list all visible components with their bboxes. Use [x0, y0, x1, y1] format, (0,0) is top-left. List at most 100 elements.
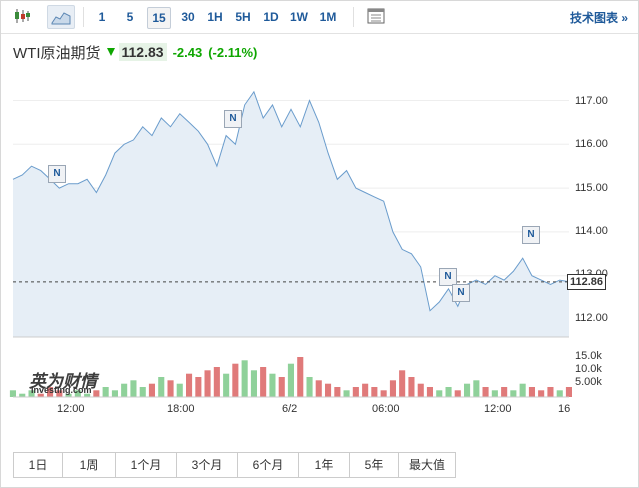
volume-tick-label: 10.0k	[575, 363, 602, 375]
timeframe-30[interactable]: 30	[181, 10, 195, 24]
volume-bar	[250, 370, 257, 397]
volume-bar	[501, 387, 508, 397]
volume-bar	[454, 390, 461, 397]
volume-bar	[325, 383, 332, 397]
volume-bar	[19, 393, 26, 397]
timeframe-1[interactable]: 1	[98, 10, 106, 24]
news-flag-icon[interactable]: N	[48, 165, 66, 183]
timeframe-5h[interactable]: 5H	[235, 10, 251, 24]
volume-bar	[278, 377, 285, 397]
y-tick-label: 115.00	[575, 182, 608, 194]
chart-toolbar: 1 5 15 30 1H 5H 1D 1W 1M 技术图表 »	[1, 1, 638, 34]
volume-bar	[306, 377, 313, 397]
indicator-panel-icon[interactable]	[363, 5, 389, 27]
volume-bar	[56, 390, 63, 397]
volume-bar	[232, 363, 239, 397]
volume-bar	[556, 390, 563, 397]
volume-bar	[380, 390, 387, 397]
volume-bar	[399, 370, 406, 397]
volume-bar	[111, 390, 118, 397]
volume-bar	[84, 393, 91, 397]
instrument-name: WTI原油期货	[13, 44, 101, 62]
volume-bar	[9, 390, 16, 397]
down-arrow-icon	[106, 48, 115, 56]
volume-bar	[186, 373, 193, 397]
news-flag-icon[interactable]: N	[452, 284, 470, 302]
y-tick-label: 112.00	[575, 312, 608, 324]
volume-bar	[93, 390, 100, 397]
volume-bar	[426, 387, 433, 397]
investing-logo: 英为财情 Investing.com	[29, 372, 97, 395]
x-tick-label: 12:00	[57, 403, 85, 415]
volume-bar	[269, 373, 276, 397]
volume-bar	[334, 387, 341, 397]
volume-bar	[37, 393, 44, 397]
price-chart[interactable]	[1, 71, 638, 416]
volume-bar	[565, 387, 572, 397]
volume-bar	[260, 367, 267, 397]
volume-bar	[176, 383, 183, 397]
news-flag-icon[interactable]: N	[522, 226, 540, 244]
timeframe-15[interactable]: 15	[147, 7, 171, 29]
volume-tick-label: 5.00k	[575, 376, 602, 388]
range-1m-button[interactable]: 1个月	[116, 453, 177, 477]
range-max-button[interactable]: 最大值	[399, 453, 455, 477]
volume-bar	[148, 383, 155, 397]
volume-bar	[389, 380, 396, 397]
volume-bar	[362, 383, 369, 397]
volume-bar	[297, 357, 304, 397]
volume-bar	[473, 380, 480, 397]
volume-bar	[287, 363, 294, 397]
volume-bar	[445, 387, 452, 397]
volume-bar	[482, 387, 489, 397]
volume-bar	[65, 393, 72, 397]
x-tick-label: 12:00	[484, 403, 512, 415]
volume-bar	[491, 390, 498, 397]
volume-bar	[102, 387, 109, 397]
volume-bar	[241, 360, 248, 397]
timeframe-1w[interactable]: 1W	[290, 10, 308, 24]
volume-bar	[519, 383, 526, 397]
volume-bar	[408, 377, 415, 397]
volume-bar	[47, 387, 54, 397]
timeframe-1d[interactable]: 1D	[263, 10, 279, 24]
candlestick-icon[interactable]	[9, 5, 35, 27]
range-6m-button[interactable]: 6个月	[238, 453, 299, 477]
price-area	[13, 91, 569, 337]
volume-bar	[510, 390, 517, 397]
timeframe-1h[interactable]: 1H	[207, 10, 223, 24]
timeframe-1m[interactable]: 1M	[319, 10, 337, 24]
x-tick-label: 16	[558, 403, 571, 415]
x-tick-label: 06:00	[372, 403, 400, 415]
range-1d-button[interactable]: 1日	[14, 453, 63, 477]
range-5y-button[interactable]: 5年	[350, 453, 399, 477]
last-price: 112.83	[118, 43, 167, 61]
news-flag-icon[interactable]: N	[224, 110, 242, 128]
technical-chart-link[interactable]: 技术图表 »	[569, 11, 628, 25]
range-3m-button[interactable]: 3个月	[177, 453, 238, 477]
volume-bar	[213, 367, 220, 397]
volume-tick-label: 15.0k	[575, 350, 602, 362]
range-1w-button[interactable]: 1周	[63, 453, 116, 477]
volume-bar	[464, 383, 471, 397]
y-tick-label: 114.00	[575, 225, 608, 237]
volume-bar	[417, 383, 424, 397]
x-tick-label: 18:00	[167, 403, 195, 415]
volume-bar	[28, 390, 35, 397]
volume-bar	[315, 380, 322, 397]
x-tick-label: 6/2	[282, 403, 298, 415]
volume-bar	[130, 380, 137, 397]
current-price-tag: 112.86	[567, 274, 607, 290]
volume-bar	[436, 390, 443, 397]
news-flag-icon[interactable]: N	[439, 268, 457, 286]
volume-bar	[343, 390, 350, 397]
range-selector: 1日 1周 1个月 3个月 6个月 1年 5年 最大值	[13, 452, 456, 478]
area-chart-icon[interactable]	[47, 5, 75, 29]
volume-bar	[352, 387, 359, 397]
volume-bar	[528, 387, 535, 397]
volume-bar	[371, 387, 378, 397]
price-change: -2.43	[172, 44, 203, 60]
timeframe-5[interactable]: 5	[126, 10, 134, 24]
range-1y-button[interactable]: 1年	[299, 453, 350, 477]
